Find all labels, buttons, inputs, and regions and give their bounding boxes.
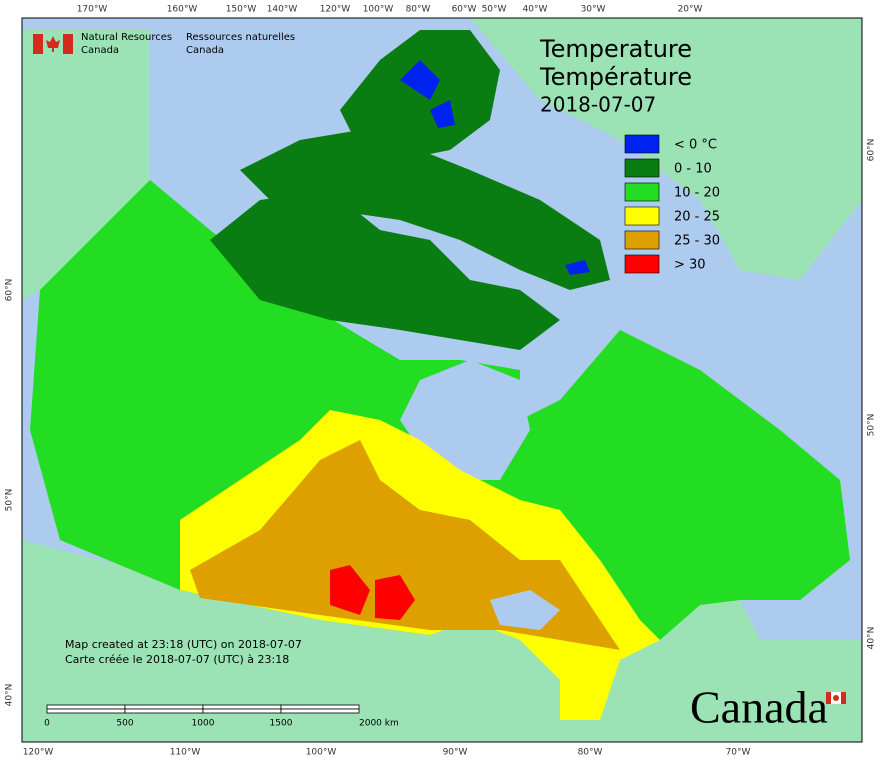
scale-label: 1500 [270, 719, 293, 729]
longitude-label: 80°W [578, 748, 603, 758]
zone-over-30 [375, 575, 415, 620]
longitude-label: 70°W [726, 748, 751, 758]
agency-name: Canada [186, 45, 224, 56]
longitude-label: 100°W [306, 748, 337, 758]
legend-swatch [624, 158, 660, 178]
agency-name: Canada [81, 45, 119, 56]
date: 2018-07-07 [540, 93, 656, 117]
wordmark: Canada [690, 682, 828, 733]
latitude-label: 60°N [5, 279, 15, 302]
legend-swatch [624, 230, 660, 250]
longitude-label: 120°W [23, 748, 54, 758]
note: Carte créée le 2018-07-07 (UTC) à 23:18 [65, 653, 289, 666]
note: Map created at 23:18 (UTC) on 2018-07-07 [65, 638, 302, 651]
scale-segment [280, 704, 360, 710]
legend-label: 25 - 30 [674, 234, 720, 249]
maple-leaf [46, 36, 60, 52]
scale-label: 1000 [192, 719, 215, 729]
scale-segment [280, 708, 360, 714]
ice-cap [400, 60, 440, 100]
longitude-label: 140°W [267, 5, 298, 15]
longitude-label: 150°W [226, 5, 257, 15]
alaska [22, 30, 150, 300]
scale-bar: 0 500 1000 1500 2000 km [44, 704, 399, 729]
longitude-label: 160°W [167, 5, 198, 15]
title: Temperature [539, 35, 692, 63]
title: Température [539, 63, 692, 91]
logo: Natural Resources Canada Ressources natu… [33, 32, 295, 56]
legend-label: 20 - 25 [674, 210, 720, 225]
longitude-label: 60°W [452, 5, 477, 15]
longitude-label: 170°W [77, 5, 108, 15]
scale-segment [202, 708, 282, 714]
legend-label: > 30 [674, 258, 706, 273]
scale-label: 2000 km [359, 719, 399, 729]
legend: < 0 °C 0 - 10 10 - 20 20 - 25 25 - 30 > 30 [624, 134, 720, 274]
flag-bar [63, 34, 73, 54]
legend-swatch [624, 182, 660, 202]
wordmark-flag [841, 692, 846, 704]
longitude-label: 50°W [482, 5, 507, 15]
latitude-label: 40°N [867, 627, 877, 650]
longitude-label: 90°W [443, 748, 468, 758]
longitude-label: 40°W [523, 5, 548, 15]
arctic-mainland [210, 190, 560, 350]
scale-label: 500 [116, 719, 133, 729]
scale-segment [124, 704, 204, 710]
zone-over-30 [330, 565, 370, 615]
legend-swatch [624, 134, 660, 154]
longitude-label: 120°W [320, 5, 351, 15]
wordmark-flag [826, 692, 831, 704]
graticule-labels: 170°W 160°W 150°W 140°W 120°W 100°W 80°W 60°W 50… [5, 5, 877, 758]
scale-label: 0 [44, 719, 50, 729]
longitude-label: 20°W [678, 5, 703, 15]
latitude-label: 50°N [5, 489, 15, 512]
latitude-label: 60°N [867, 139, 877, 162]
longitude-label: 30°W [581, 5, 606, 15]
scale-segment [46, 704, 126, 710]
arctic-islands [240, 130, 610, 290]
greenland [470, 18, 862, 280]
legend-label: < 0 °C [674, 138, 717, 153]
map-frame [21, 17, 863, 743]
agency-name: Natural Resources [81, 32, 172, 43]
canada-wordmark: Canada [690, 682, 846, 733]
scale-segment [202, 704, 282, 710]
longitude-label: 80°W [406, 5, 431, 15]
scale-segment [124, 708, 204, 714]
ice-cap [565, 260, 590, 275]
legend-label: 10 - 20 [674, 186, 720, 201]
ellesmere-island [340, 30, 500, 160]
latitude-label: 50°N [867, 414, 877, 437]
united-states [22, 540, 862, 742]
latitude-label: 40°N [5, 684, 15, 707]
legend-label: 0 - 10 [674, 162, 712, 177]
longitude-label: 100°W [363, 5, 394, 15]
agency-name: Ressources naturelles [186, 32, 295, 43]
flag-bar [33, 34, 43, 54]
ice-cap [430, 100, 455, 128]
legend-swatch [624, 254, 660, 274]
longitude-label: 110°W [170, 748, 201, 758]
scale-segment [46, 708, 126, 714]
legend-swatch [624, 206, 660, 226]
wordmark-flag [833, 695, 839, 701]
land [22, 18, 862, 742]
great-lakes [490, 590, 560, 630]
